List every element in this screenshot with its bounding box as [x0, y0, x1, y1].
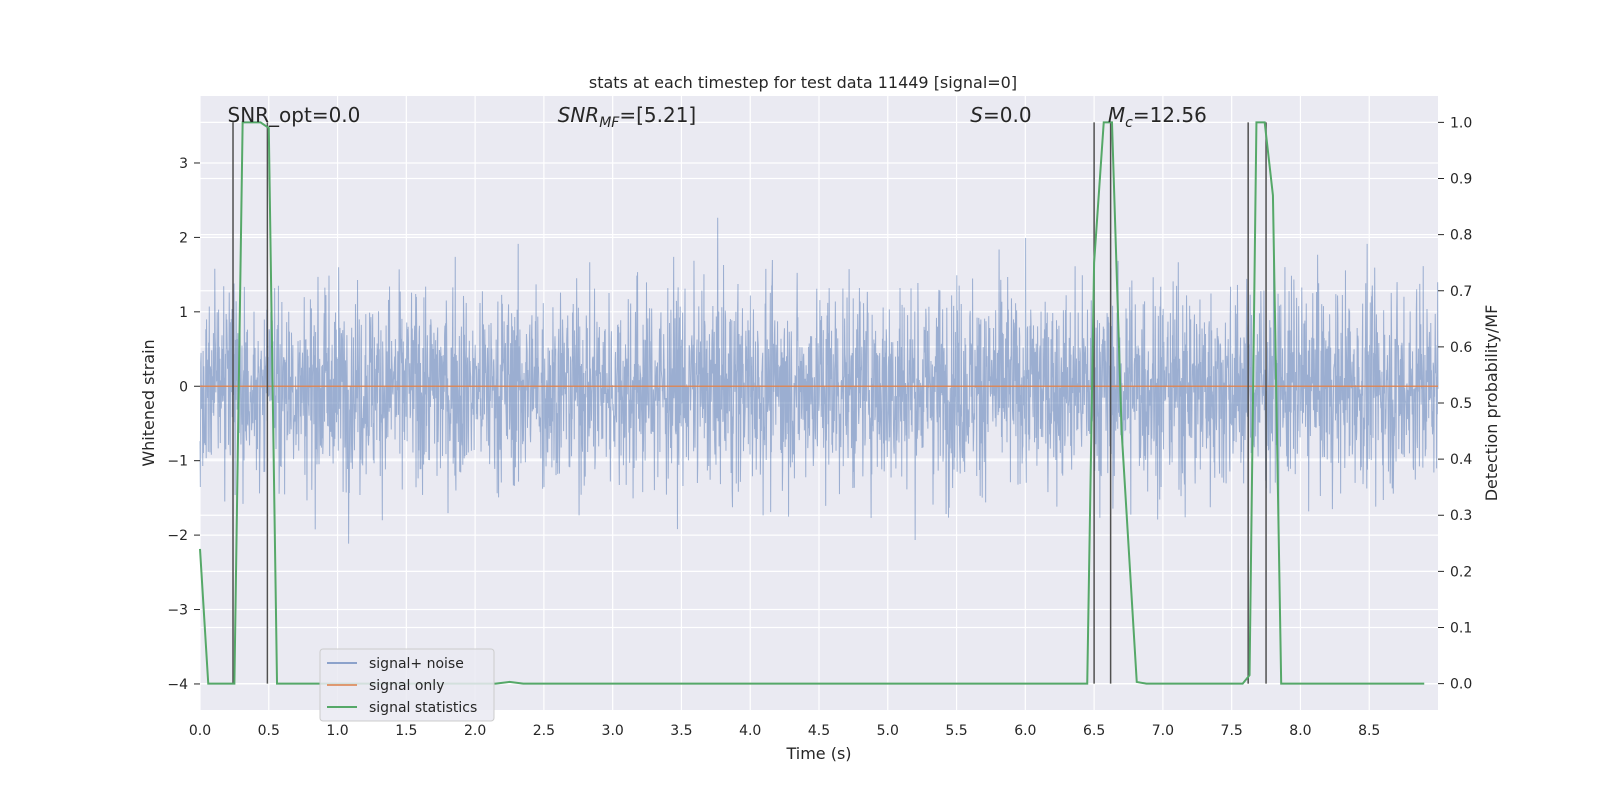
x-tick-label: 2.0 — [464, 723, 486, 739]
y-tick-label: 2 — [179, 230, 188, 246]
x-tick-label: 8.5 — [1358, 723, 1380, 739]
annotation-text: S=0.0 — [970, 103, 1031, 127]
x-tick-label: 5.0 — [877, 723, 899, 739]
y-right-tick-label: 0.3 — [1450, 508, 1472, 524]
y-tick-label: −4 — [167, 677, 188, 693]
x-axis-label: Time (s) — [785, 744, 851, 763]
y-right-tick-label: 0.4 — [1450, 452, 1472, 468]
y-tick-label: −3 — [167, 603, 188, 619]
chart-title: stats at each timestep for test data 114… — [589, 73, 1017, 92]
annotations: SNR_opt=0.0 SNRMF=[5.21] S=0.0 Mc=12.56 — [228, 103, 1207, 131]
y-right-axis-ticks: 1.0 0.9 0.8 0.7 0.6 0.5 0.4 0.3 0.2 0.1 0.0 — [1438, 115, 1472, 693]
x-tick-label: 0.5 — [258, 723, 280, 739]
y-tick-label: −2 — [167, 528, 188, 544]
series-line-signal-noise — [199, 217, 1439, 544]
x-tick-label: 5.5 — [945, 723, 967, 739]
annotation-text: SNR_opt=0.0 — [228, 103, 361, 127]
annotation-text: Mc=12.56 — [1108, 103, 1207, 131]
event-markers — [232, 122, 1267, 684]
x-axis-ticks: 0.0 0.5 1.0 1.5 2.0 2.5 3.0 3.5 4.0 4.5 5.0 5.5 6.0 6… — [189, 723, 1380, 739]
legend: signal+ noise signal only signal statist… — [319, 648, 495, 722]
x-tick-label: 0.0 — [189, 723, 211, 739]
y-right-tick-label: 0.8 — [1450, 228, 1472, 244]
x-tick-label: 3.0 — [602, 723, 624, 739]
legend-label-signal-statistics: signal statistics — [369, 700, 477, 716]
y-right-tick-label: 0.7 — [1450, 284, 1472, 300]
x-tick-label: 4.5 — [808, 723, 830, 739]
y-right-tick-label: 0.9 — [1450, 172, 1472, 188]
signal-statistics-series — [199, 121, 1425, 685]
y-right-tick-label: 0.2 — [1450, 564, 1472, 580]
y-tick-label: 0 — [179, 379, 188, 395]
x-tick-label: 6.0 — [1014, 723, 1036, 739]
y-tick-label: 3 — [179, 156, 188, 172]
series-line-signal-statistics — [199, 121, 1425, 685]
legend-label-signal-noise: signal+ noise — [369, 656, 464, 672]
signal-noise-series — [199, 217, 1439, 544]
y-right-tick-label: 0.0 — [1450, 677, 1472, 693]
y-axis-label: Whitened strain — [139, 339, 158, 466]
y-tick-label: −1 — [167, 454, 188, 470]
y-right-axis-label: Detection probability/MF — [1482, 305, 1501, 502]
y-right-tick-label: 0.5 — [1450, 396, 1472, 412]
x-tick-label: 1.5 — [395, 723, 417, 739]
x-tick-label: 3.5 — [670, 723, 692, 739]
y-right-tick-label: 0.6 — [1450, 340, 1472, 356]
y-tick-label: 1 — [179, 305, 188, 321]
x-tick-label: 6.5 — [1083, 723, 1105, 739]
x-tick-label: 7.0 — [1152, 723, 1174, 739]
x-tick-label: 7.5 — [1221, 723, 1243, 739]
x-tick-label: 1.0 — [326, 723, 348, 739]
x-tick-label: 8.0 — [1289, 723, 1311, 739]
legend-box — [319, 648, 495, 722]
annotation-text: SNRMF=[5.21] — [558, 103, 697, 131]
x-tick-label: 2.5 — [533, 723, 555, 739]
legend-label-signal-only: signal only — [369, 678, 444, 694]
y-right-tick-label: 0.1 — [1450, 620, 1472, 636]
y-axis-ticks: 3 2 1 0 −1 −2 −3 −4 — [167, 156, 200, 693]
y-right-tick-label: 1.0 — [1450, 115, 1472, 131]
x-tick-label: 4.0 — [739, 723, 761, 739]
